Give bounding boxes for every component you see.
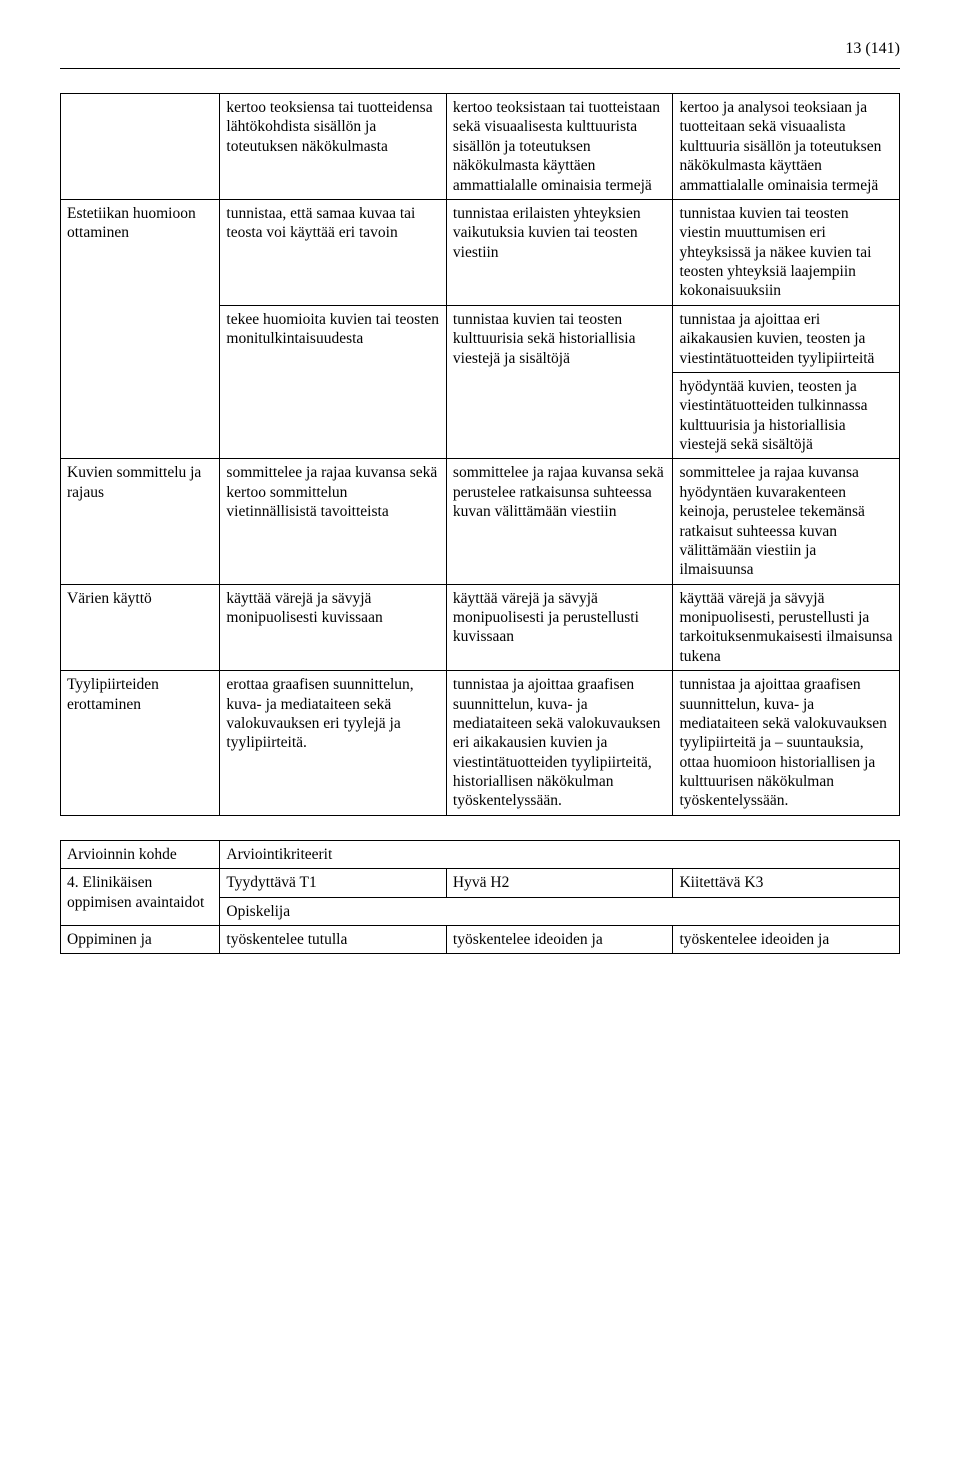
- cell-level-h2: sommittelee ja rajaa kuvansa sekä perust…: [446, 459, 673, 584]
- cell-level-k3: tunnistaa ja ajoittaa graafisen suunnitt…: [673, 671, 900, 816]
- cell-level-h2: kertoo teoksistaan tai tuotteistaan sekä…: [446, 94, 673, 200]
- cell-label: Oppiminen ja: [61, 925, 220, 953]
- table-row: 4. Elinikäisen oppimisen avaintaidot Tyy…: [61, 869, 900, 897]
- header-divider: [60, 68, 900, 69]
- cell-level-k3: hyödyntää kuvien, teosten ja viestintätu…: [673, 372, 900, 459]
- cell-level-k3: tunnistaa ja ajoittaa eri aikakausien ku…: [673, 305, 900, 372]
- cell-level-k3: tunnistaa kuvien tai teosten viestin muu…: [673, 199, 900, 305]
- cell-level-h2: tunnistaa erilaisten yhteyksien vaikutuk…: [446, 199, 673, 305]
- cell-level-h2: käyttää värejä ja sävyjä monipuolisesti …: [446, 584, 673, 671]
- cell-level-h2: työskentelee ideoiden ja: [446, 925, 673, 953]
- cell-level-k3: kertoo ja analysoi teoksiaan ja tuotteit…: [673, 94, 900, 200]
- page-number: 13 (141): [60, 40, 900, 58]
- cell-level-k3: Kiitettävä K3: [673, 869, 900, 897]
- table-row: kertoo teoksiensa tai tuotteidensa lähtö…: [61, 94, 900, 200]
- criteria-table-second: Arvioinnin kohde Arviointikriteerit 4. E…: [60, 840, 900, 955]
- cell-label: Kuvien sommittelu ja rajaus: [61, 459, 220, 584]
- cell-label: Värien käyttö: [61, 584, 220, 671]
- table-row: Arvioinnin kohde Arviointikriteerit: [61, 840, 900, 868]
- cell-level-t1: erottaa graafisen suunnittelun, kuva- ja…: [220, 671, 447, 816]
- table-row: Kuvien sommittelu ja rajaus sommittelee …: [61, 459, 900, 584]
- cell-label: Tyylipiirteiden erottaminen: [61, 671, 220, 816]
- cell-level-k3: käyttää värejä ja sävyjä monipuolisesti,…: [673, 584, 900, 671]
- table-spacer: [60, 816, 900, 840]
- cell-level-h2: tunnistaa kuvien tai teosten kulttuurisi…: [446, 305, 673, 459]
- criteria-table-main: kertoo teoksiensa tai tuotteidensa lähtö…: [60, 93, 900, 816]
- cell-level-t1: tekee huomioita kuvien tai teosten monit…: [220, 305, 447, 459]
- cell-level-t1: sommittelee ja rajaa kuvansa sekä kertoo…: [220, 459, 447, 584]
- cell-level-t1: kertoo teoksiensa tai tuotteidensa lähtö…: [220, 94, 447, 200]
- cell-header: Arviointikriteerit: [220, 840, 900, 868]
- cell-level-t1: Tyydyttävä T1: [220, 869, 447, 897]
- cell-label: Estetiikan huomioon ottaminen: [61, 199, 220, 459]
- cell-level-h2: tunnistaa ja ajoittaa graafisen suunnitt…: [446, 671, 673, 816]
- cell-level-k3: sommittelee ja rajaa kuvansa hyödyntäen …: [673, 459, 900, 584]
- table-row: Värien käyttö käyttää värejä ja sävyjä m…: [61, 584, 900, 671]
- table-row: Tyylipiirteiden erottaminen erottaa graa…: [61, 671, 900, 816]
- cell-level-t1: käyttää värejä ja sävyjä monipuolisesti …: [220, 584, 447, 671]
- cell-label: [61, 94, 220, 200]
- cell-level-h2: Hyvä H2: [446, 869, 673, 897]
- table-row: Oppiminen ja työskentelee tutulla työske…: [61, 925, 900, 953]
- cell-level-t1: työskentelee tutulla: [220, 925, 447, 953]
- cell-opiskelija: Opiskelija: [220, 897, 900, 925]
- cell-level-t1: tunnistaa, että samaa kuvaa tai teosta v…: [220, 199, 447, 305]
- cell-label: Arvioinnin kohde: [61, 840, 220, 868]
- cell-label: 4. Elinikäisen oppimisen avaintaidot: [61, 869, 220, 926]
- table-row: Estetiikan huomioon ottaminen tunnistaa,…: [61, 199, 900, 305]
- cell-level-k3: työskentelee ideoiden ja: [673, 925, 900, 953]
